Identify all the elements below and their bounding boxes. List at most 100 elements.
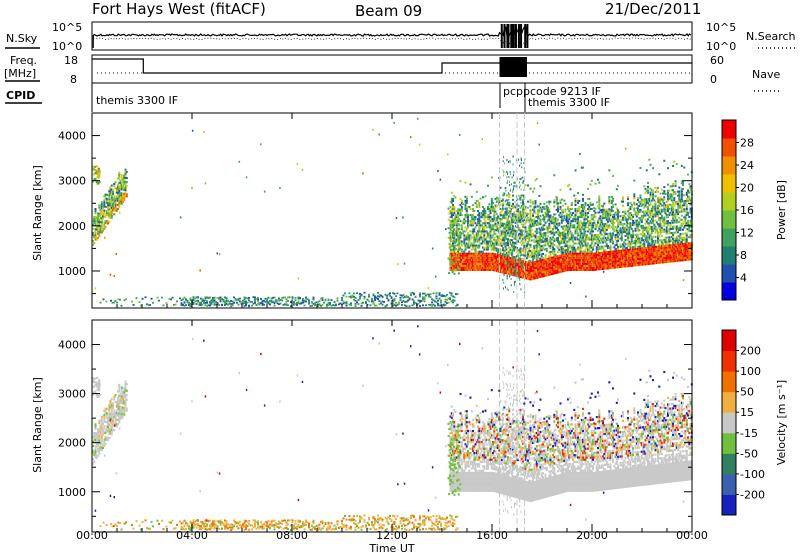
power-cell bbox=[483, 226, 486, 229]
power-cell bbox=[231, 304, 234, 307]
power-cell bbox=[465, 269, 468, 271]
power-cell bbox=[508, 204, 511, 206]
power-cell bbox=[590, 238, 593, 241]
power-cell bbox=[568, 216, 571, 219]
power-cell bbox=[509, 226, 512, 229]
power-cell bbox=[117, 191, 119, 194]
power-cell bbox=[482, 262, 484, 265]
power-cell bbox=[489, 262, 492, 265]
power-cell bbox=[542, 206, 544, 209]
power-cell bbox=[618, 233, 621, 236]
power-cell bbox=[568, 238, 571, 241]
power-cell bbox=[593, 234, 596, 237]
power-cell bbox=[495, 249, 498, 252]
power-cell bbox=[558, 230, 561, 233]
power-cell bbox=[557, 241, 559, 243]
power-cell bbox=[123, 197, 126, 199]
power-cell bbox=[204, 304, 207, 307]
power-cell bbox=[655, 221, 658, 224]
power-cell bbox=[573, 238, 576, 241]
power-cell bbox=[535, 232, 538, 235]
power-cell bbox=[195, 296, 198, 299]
power-cell bbox=[540, 275, 543, 278]
power-cell bbox=[487, 248, 489, 251]
power-cell bbox=[489, 266, 492, 269]
power-cell bbox=[573, 226, 576, 229]
power-cell bbox=[110, 215, 113, 217]
power-cell bbox=[555, 239, 558, 242]
power-cell bbox=[572, 252, 574, 255]
power-cell bbox=[639, 202, 642, 205]
power-cell bbox=[519, 259, 522, 262]
power-cell bbox=[92, 240, 94, 243]
power-cell bbox=[470, 252, 473, 255]
power-cell bbox=[117, 199, 119, 202]
power-cell bbox=[458, 269, 461, 271]
power-cell bbox=[257, 297, 259, 299]
power-cell bbox=[528, 255, 531, 258]
power-cell bbox=[607, 261, 609, 264]
power-cell bbox=[500, 271, 503, 274]
power-cell bbox=[609, 256, 612, 259]
power-cell bbox=[630, 203, 633, 206]
power-cell bbox=[650, 209, 653, 212]
power-cell bbox=[578, 269, 581, 271]
power-cell bbox=[499, 250, 502, 253]
power-cell bbox=[459, 264, 462, 267]
power-cell bbox=[495, 235, 498, 238]
power-cell bbox=[649, 226, 652, 229]
power-cell bbox=[464, 220, 467, 223]
power-cell bbox=[297, 296, 300, 299]
power-cell bbox=[356, 292, 358, 295]
power-cell bbox=[538, 211, 541, 214]
power-cell bbox=[225, 300, 228, 303]
power-cell bbox=[460, 250, 463, 253]
power-cell bbox=[351, 294, 354, 297]
power-cell bbox=[600, 251, 603, 254]
power-cell bbox=[627, 202, 629, 205]
power-cell bbox=[356, 301, 358, 304]
power-cell bbox=[627, 204, 629, 207]
power-cell bbox=[467, 216, 469, 219]
power-cell bbox=[460, 214, 463, 217]
power-cell bbox=[465, 238, 468, 241]
power-cell bbox=[585, 214, 588, 217]
power-cell bbox=[652, 252, 654, 255]
freq-tick-top: 18 bbox=[64, 54, 78, 67]
power-cell bbox=[660, 227, 663, 229]
power-cell bbox=[115, 209, 118, 212]
power-cell bbox=[642, 257, 644, 260]
power-cell bbox=[622, 247, 624, 250]
power-cell bbox=[613, 215, 616, 218]
power-cell bbox=[577, 234, 579, 237]
power-cell bbox=[492, 262, 494, 265]
power-cell bbox=[489, 230, 492, 233]
power-cell bbox=[625, 247, 628, 249]
power-cell bbox=[495, 217, 498, 220]
power-cell bbox=[489, 242, 492, 245]
power-cell bbox=[494, 269, 497, 272]
power-cell bbox=[592, 218, 594, 221]
power-cell bbox=[638, 261, 641, 264]
power-cell bbox=[544, 244, 547, 247]
power-cell bbox=[589, 224, 592, 227]
power-cell bbox=[544, 268, 547, 271]
power-cell bbox=[569, 254, 572, 257]
power-cell bbox=[628, 244, 631, 247]
power-cell bbox=[549, 255, 552, 258]
power-cell bbox=[435, 292, 438, 295]
power-cell bbox=[460, 269, 463, 271]
power-cell bbox=[475, 204, 478, 206]
power-cell bbox=[537, 260, 539, 263]
power-cell bbox=[657, 213, 659, 216]
power-cell bbox=[533, 218, 536, 221]
power-cell bbox=[251, 304, 253, 307]
power-cell bbox=[125, 185, 128, 188]
power-cell bbox=[565, 249, 568, 251]
power-cell bbox=[524, 208, 527, 211]
power-cell bbox=[652, 193, 654, 196]
power-cell bbox=[612, 203, 614, 206]
power-cell bbox=[105, 212, 108, 215]
power-cell bbox=[509, 222, 512, 225]
power-cell bbox=[619, 245, 622, 248]
